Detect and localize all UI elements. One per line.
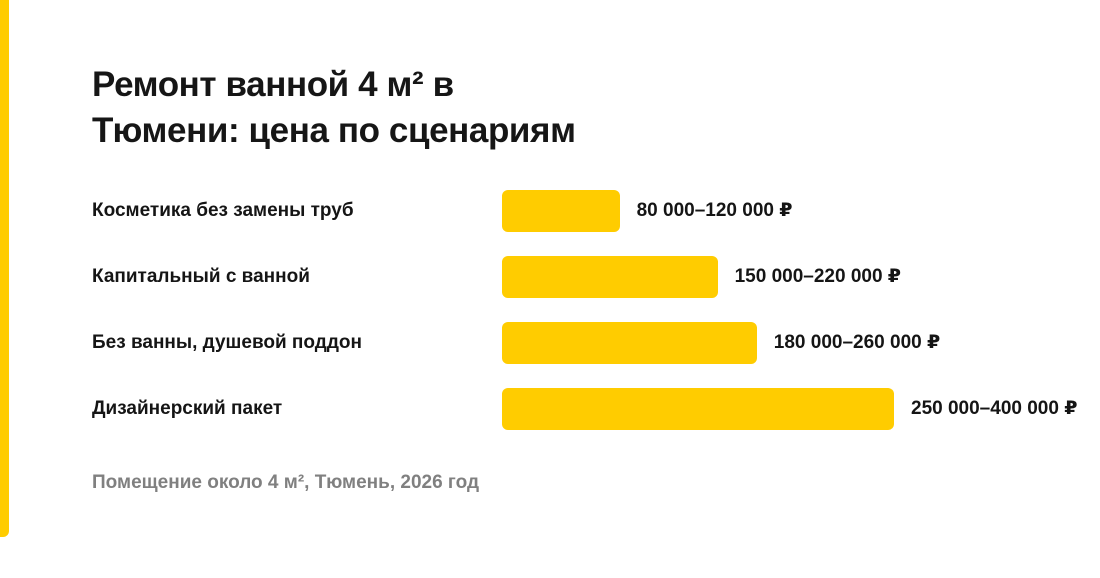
accent-stripe — [0, 0, 9, 537]
page-title: Ремонт ванной 4 м² в Тюмени: цена по сце… — [92, 62, 712, 154]
title-line-2: Тюмени: цена по сценариям — [92, 111, 576, 150]
data-label: 180 000–260 000 ₽ — [773, 332, 941, 353]
category-label: Без ванны, душевой поддон — [92, 332, 362, 353]
footnote: Помещение около 4 м², Тюмень, 2026 год — [92, 472, 480, 493]
title-line-1: Ремонт ванной 4 м² в — [92, 65, 454, 104]
bar — [502, 388, 894, 430]
category-label: Дизайнерский пакет — [92, 398, 283, 419]
bar — [502, 190, 620, 232]
data-label: 80 000–120 000 ₽ — [636, 200, 793, 221]
data-label: 250 000–400 000 ₽ — [911, 398, 1078, 419]
bar — [502, 322, 757, 364]
bar — [502, 256, 718, 298]
category-label: Капитальный с ванной — [92, 266, 310, 287]
data-label: 150 000–220 000 ₽ — [734, 266, 902, 287]
category-label: Косметика без замены труб — [92, 200, 354, 221]
